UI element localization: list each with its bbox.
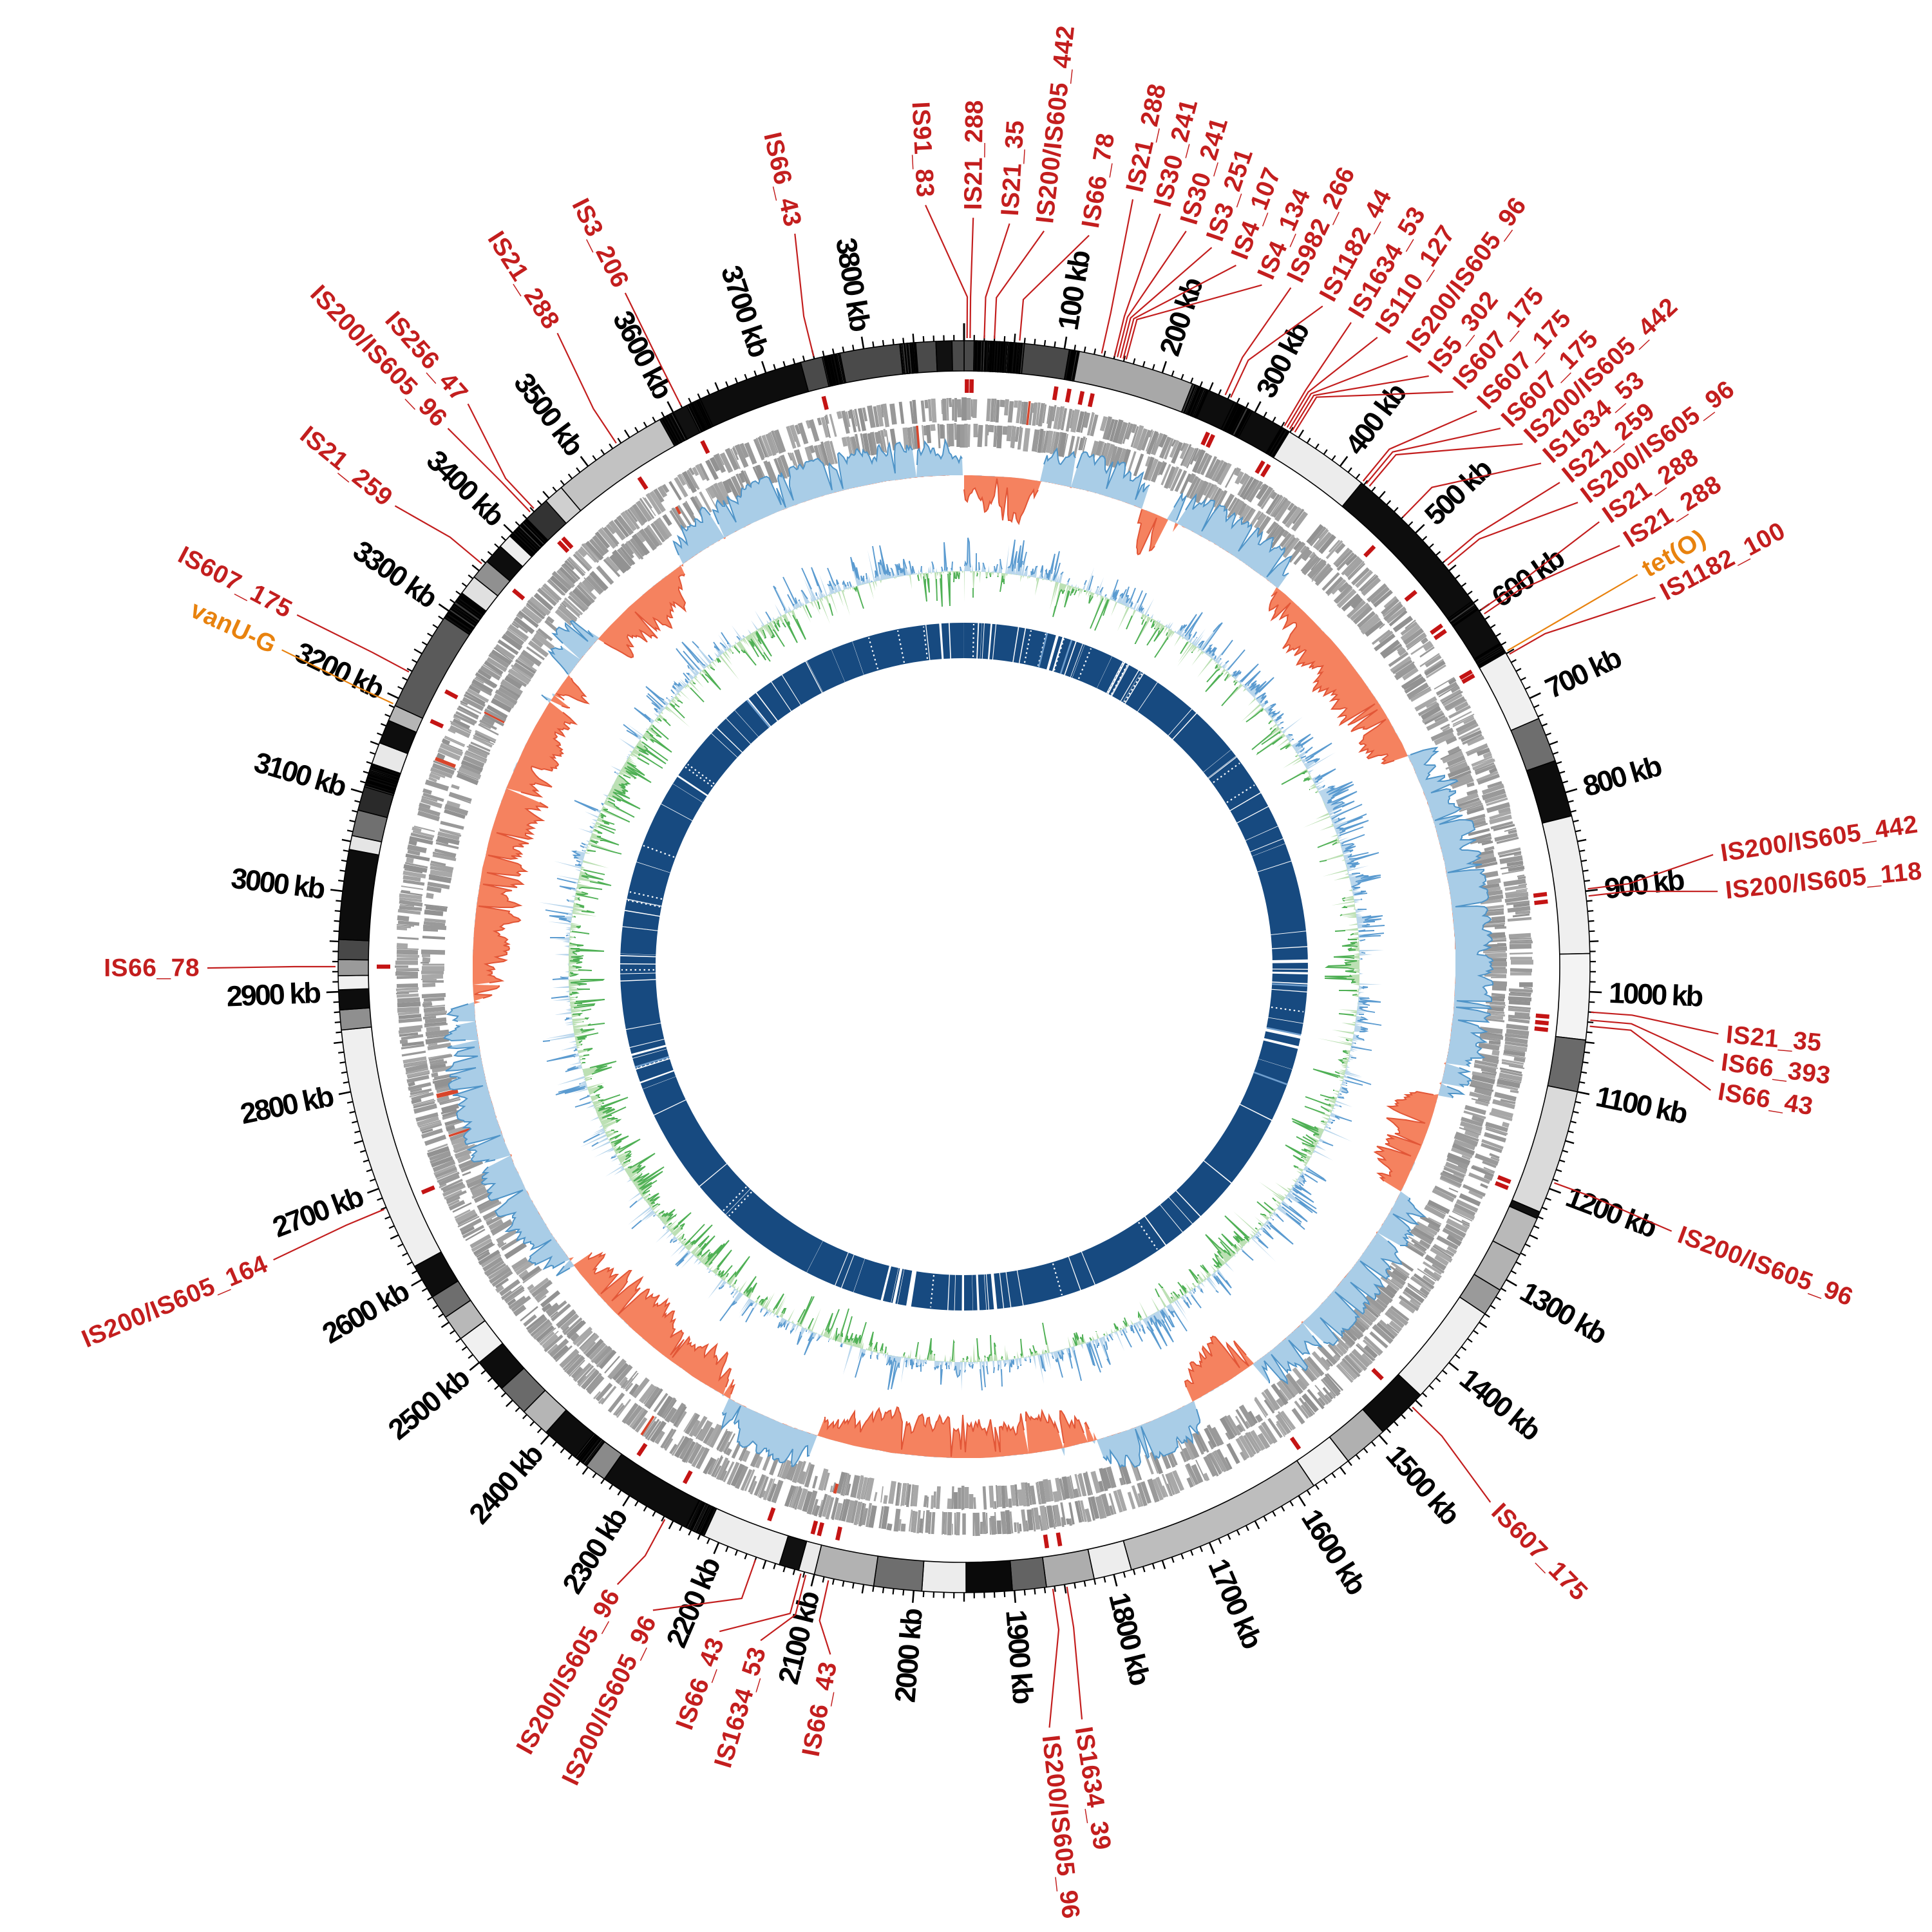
svg-text:IS21_35: IS21_35 [996, 119, 1030, 216]
svg-text:IS66_78: IS66_78 [104, 954, 200, 982]
svg-text:IS91_83: IS91_83 [906, 101, 938, 198]
svg-text:2900 kb: 2900 kb [226, 976, 321, 1013]
svg-text:IS21_288: IS21_288 [960, 100, 989, 211]
svg-text:1000 kb: 1000 kb [1608, 976, 1703, 1013]
svg-text:1900 kb: 1900 kb [999, 1609, 1040, 1705]
svg-text:2000 kb: 2000 kb [888, 1607, 929, 1703]
